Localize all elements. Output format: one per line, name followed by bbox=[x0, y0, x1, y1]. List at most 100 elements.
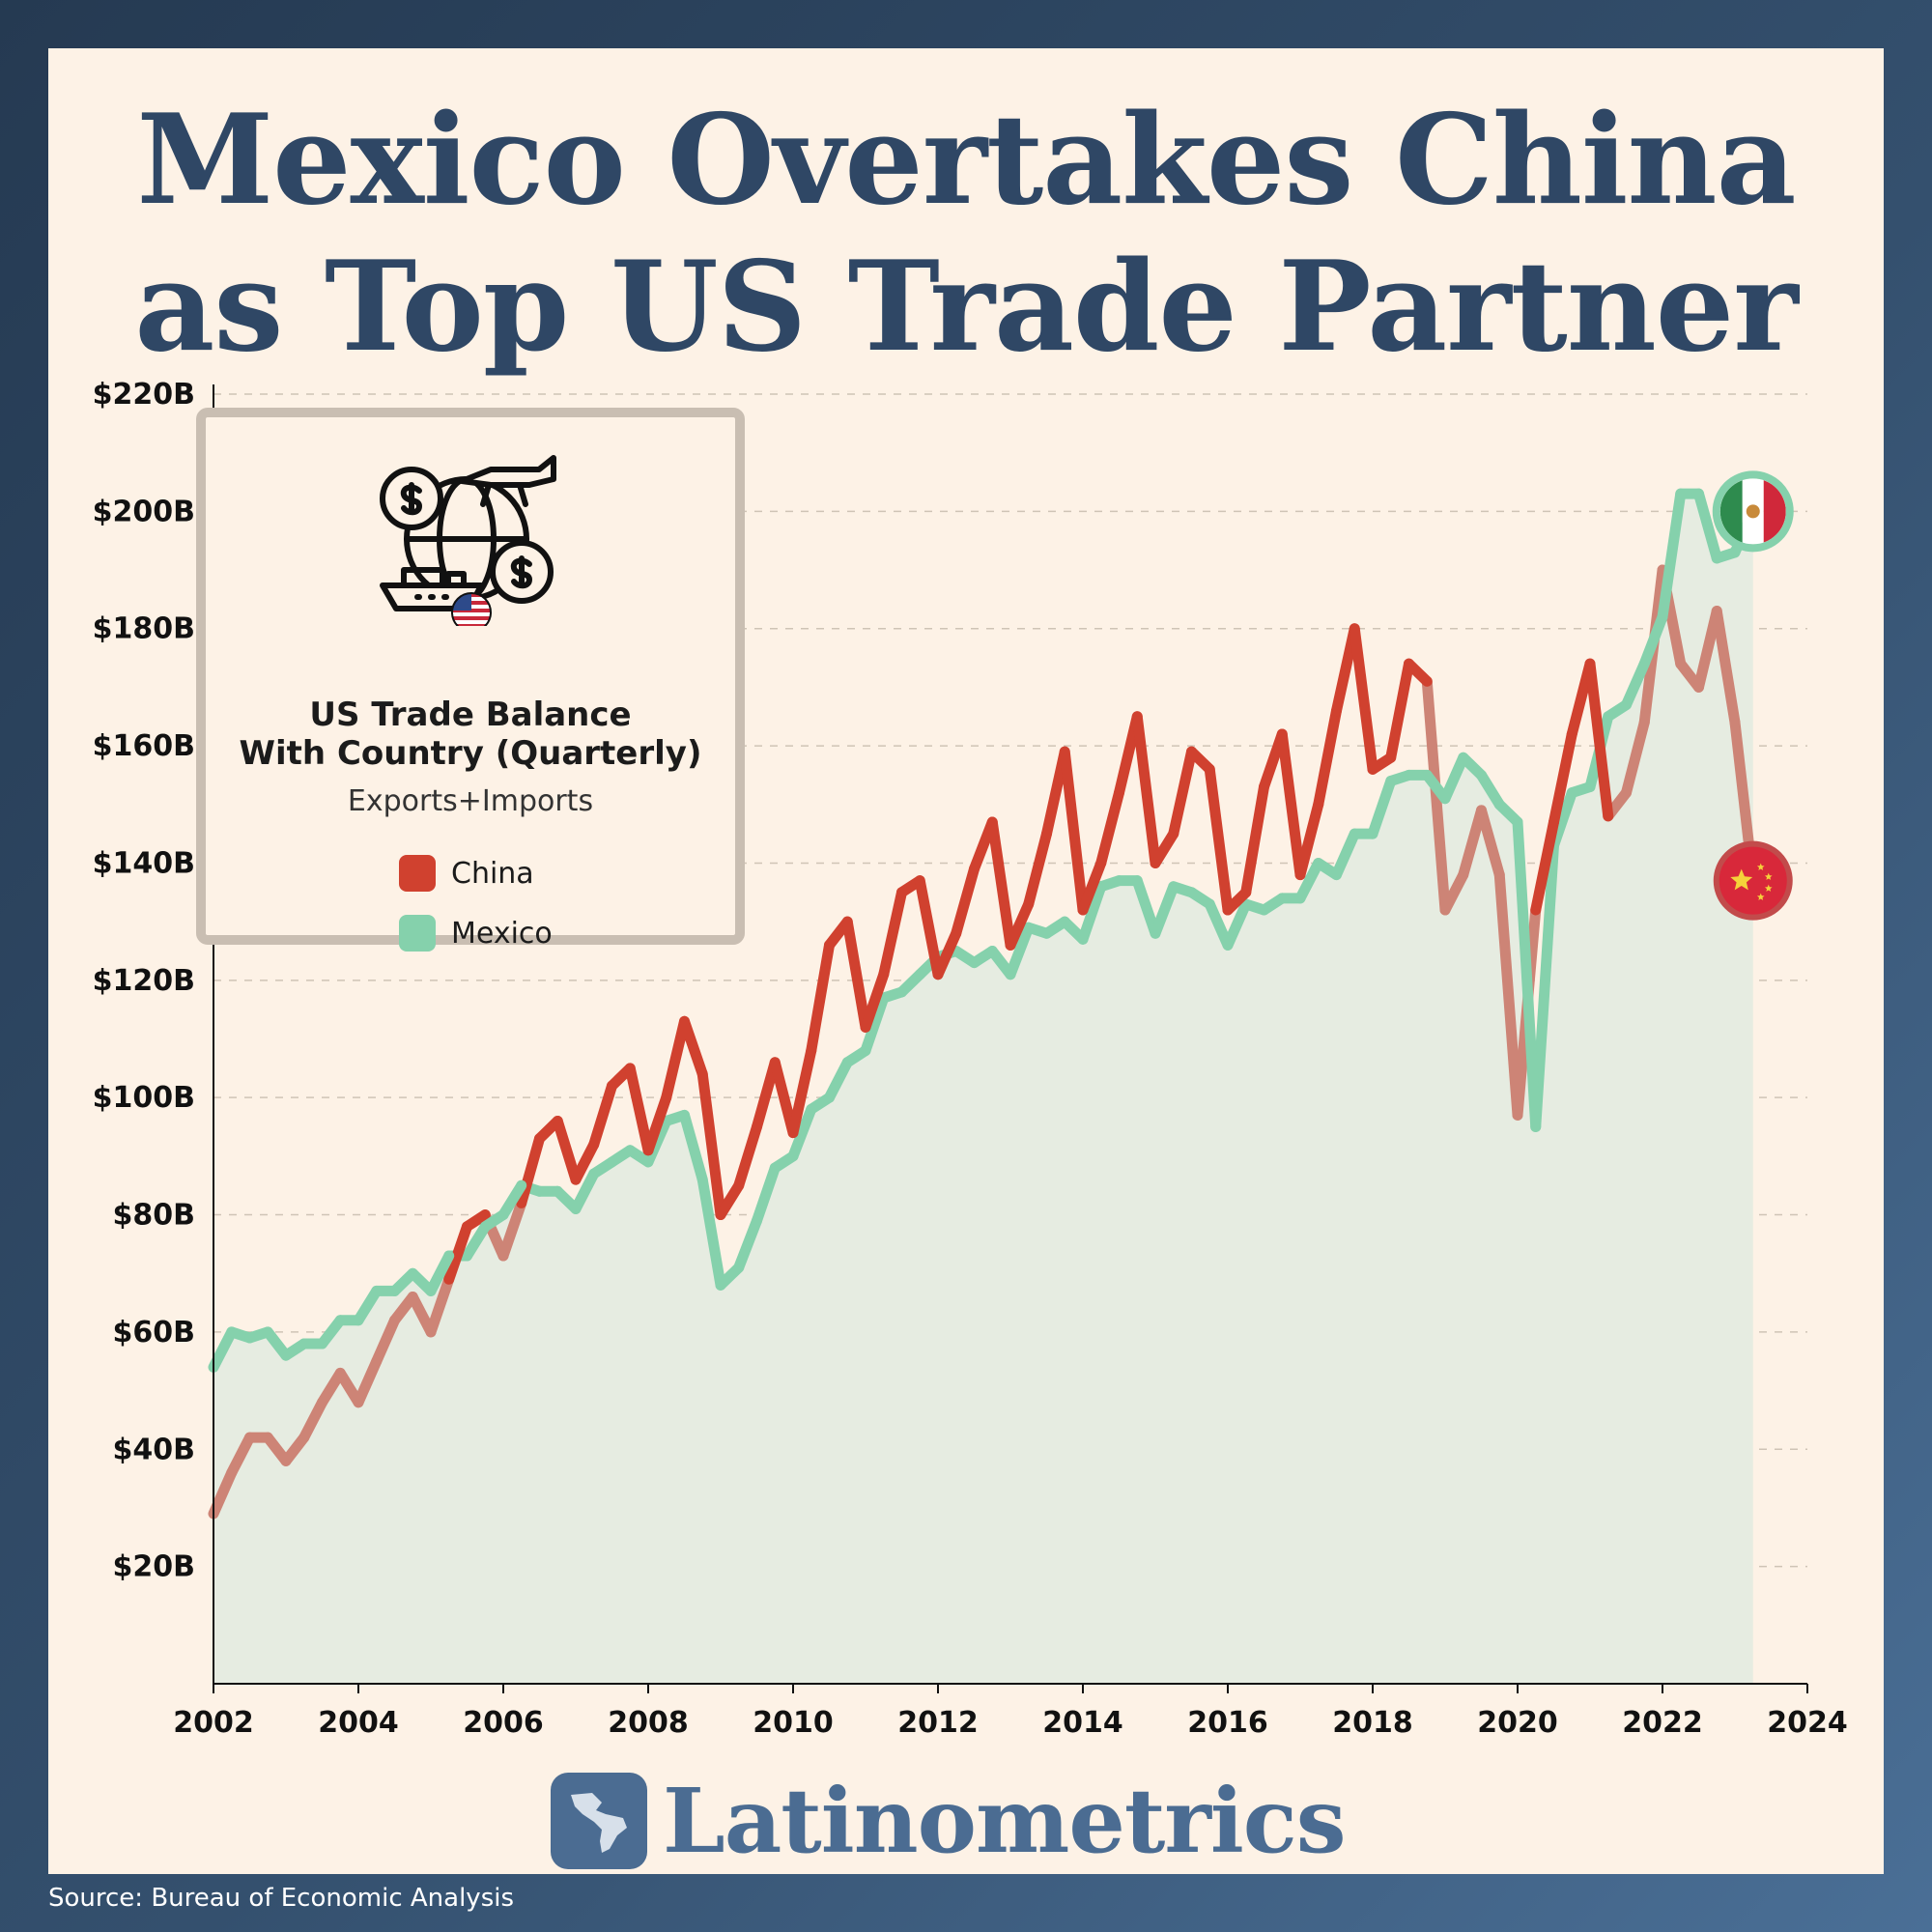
x-tick-label: 2022 bbox=[1622, 1706, 1703, 1740]
mexico-line-segment bbox=[642, 1115, 672, 1168]
y-tick-label: $120B bbox=[93, 964, 195, 998]
china-line-segment bbox=[733, 1122, 762, 1191]
y-tick-label: $40B bbox=[113, 1433, 196, 1466]
y-tick-label: $200B bbox=[93, 495, 195, 528]
china-line-segment bbox=[208, 1467, 238, 1520]
china-line-segment bbox=[1584, 658, 1614, 822]
china-line-segment bbox=[696, 1068, 726, 1221]
china-line-segment bbox=[841, 916, 871, 1033]
legend-swatch-china bbox=[399, 855, 436, 892]
china-line-segment bbox=[1404, 658, 1433, 687]
mexico-line-segment bbox=[752, 1162, 781, 1227]
china-line-segment bbox=[1023, 828, 1052, 910]
x-tick-label: 2006 bbox=[463, 1706, 544, 1740]
china-line-segment bbox=[1204, 763, 1234, 916]
china-line-segment bbox=[1349, 623, 1378, 775]
mexico-line-segment bbox=[1439, 752, 1469, 805]
x-tick-label: 2014 bbox=[1042, 1706, 1123, 1740]
china-line-segment bbox=[552, 1115, 582, 1185]
china-line-segment bbox=[516, 1133, 545, 1208]
source-note: Source: Bureau of Economic Analysis bbox=[48, 1884, 515, 1913]
legend-label-china: China bbox=[451, 856, 534, 891]
mexico-line-segment bbox=[1131, 875, 1161, 939]
china-line-segment bbox=[932, 927, 962, 980]
mexico-line-segment bbox=[787, 1103, 817, 1162]
legend-label-mexico: Mexico bbox=[451, 916, 553, 951]
mexico-line-segment bbox=[696, 1174, 726, 1291]
china-line-segment bbox=[1421, 675, 1451, 916]
china-line-segment bbox=[298, 1397, 327, 1443]
china-line-segment bbox=[787, 1045, 817, 1139]
mexico-line-segment bbox=[733, 1215, 762, 1273]
china-line-segment bbox=[1077, 857, 1107, 916]
china-line-segment bbox=[1240, 781, 1269, 898]
mexico-line-segment bbox=[1621, 658, 1650, 711]
china-line-segment bbox=[752, 1057, 781, 1133]
china-line-segment bbox=[679, 1015, 708, 1080]
x-tick-label: 2010 bbox=[753, 1706, 834, 1740]
chart-legend: US Trade Balance With Country (Quarterly… bbox=[196, 408, 745, 952]
mexico-line-segment bbox=[1476, 769, 1505, 810]
china-line-segment bbox=[878, 887, 907, 980]
legend-title: US Trade Balance With Country (Quarterly… bbox=[206, 696, 735, 773]
china-line-segment bbox=[661, 1015, 690, 1103]
x-tick-label: 2018 bbox=[1332, 1706, 1413, 1740]
us-flag-icon bbox=[451, 592, 492, 626]
mexico-line-segment bbox=[1367, 776, 1397, 839]
brand-footer: Latinometrics bbox=[551, 1768, 1347, 1874]
mexico-line-segment bbox=[462, 1221, 491, 1262]
mexico-line-segment bbox=[1204, 898, 1234, 951]
china-line-segment bbox=[1059, 746, 1089, 916]
legend-swatch-mexico bbox=[399, 915, 436, 952]
china-line-segment bbox=[1711, 606, 1741, 728]
china-line-segment bbox=[1385, 658, 1414, 763]
mexico-line-segment bbox=[208, 1326, 238, 1373]
china-line-segment bbox=[1005, 898, 1035, 951]
mexico-line-segment bbox=[1693, 488, 1722, 564]
y-tick-label: $80B bbox=[113, 1199, 196, 1233]
y-tick-label: $140B bbox=[93, 846, 195, 880]
flag-markers bbox=[1712, 470, 1794, 921]
china-line-segment bbox=[425, 1273, 455, 1338]
legend-item-mexico: Mexico bbox=[399, 914, 553, 952]
china-line-segment bbox=[1493, 869, 1523, 1121]
china-line-segment bbox=[1530, 816, 1559, 916]
brand-name: Latinometrics bbox=[663, 1769, 1347, 1873]
mexico-line-segment bbox=[1512, 816, 1542, 1133]
mexico-line-segment bbox=[1530, 839, 1559, 1133]
latam-map-icon bbox=[571, 1793, 627, 1853]
globe-trade-icon bbox=[380, 455, 556, 626]
china-line-segment bbox=[715, 1179, 745, 1221]
china-flag-icon bbox=[1713, 840, 1793, 921]
mexico-line-segment bbox=[497, 1179, 527, 1221]
legend-subtitle: Exports+Imports bbox=[347, 784, 594, 818]
title-line: Mexico Overtakes China bbox=[136, 88, 1796, 233]
series-lines bbox=[208, 488, 1759, 1520]
mexico-line-segment bbox=[824, 1057, 853, 1103]
mexico-line-segment bbox=[353, 1285, 383, 1326]
x-tick-label: 2024 bbox=[1767, 1706, 1848, 1740]
legend-item-china: China bbox=[399, 854, 534, 893]
mexico-line-segment bbox=[1657, 488, 1687, 623]
china-line-segment bbox=[914, 875, 944, 980]
china-line-segment bbox=[1313, 705, 1342, 810]
china-line-segment bbox=[806, 939, 835, 1057]
china-line-segment bbox=[1439, 869, 1469, 916]
china-line-segment bbox=[1276, 728, 1306, 881]
x-tick-label: 2008 bbox=[608, 1706, 689, 1740]
china-line-segment bbox=[1458, 805, 1487, 881]
tick-labels: $20B $40B $60B $80B $100B $120B $140B $160B $180… bbox=[93, 378, 1848, 1740]
china-line-segment bbox=[624, 1063, 654, 1156]
china-line-segment bbox=[462, 1209, 491, 1233]
mexico-line-segment bbox=[1638, 611, 1668, 669]
china-line-segment bbox=[353, 1355, 383, 1408]
mexico-line-segment bbox=[1005, 922, 1035, 980]
mexico-flag-icon bbox=[1712, 470, 1794, 553]
mexico-area-layer bbox=[213, 494, 1753, 1685]
page-title: Mexico Overtakes China as Top US Trade P… bbox=[48, 87, 1884, 381]
y-tick-label: $20B bbox=[113, 1550, 196, 1584]
y-tick-label: $100B bbox=[93, 1081, 195, 1115]
mexico-line-segment bbox=[679, 1109, 708, 1185]
y-tick-label: $60B bbox=[113, 1316, 196, 1350]
x-tick-label: 2012 bbox=[897, 1706, 979, 1740]
